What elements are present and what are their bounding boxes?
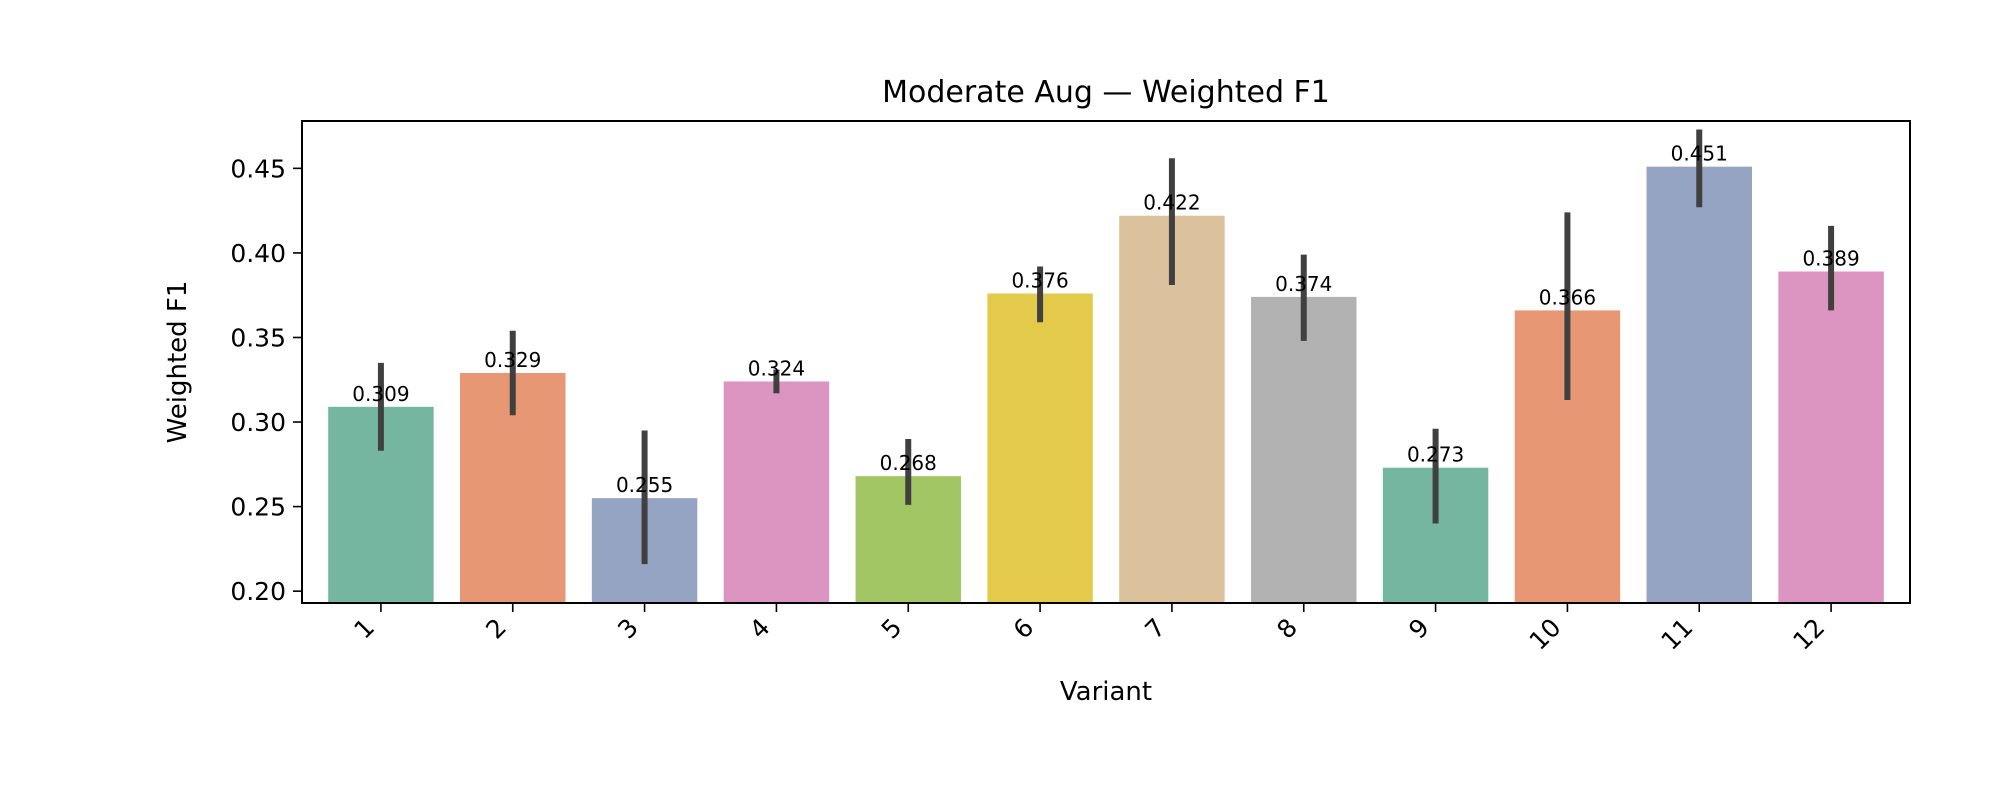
x-tick-label-6: 6 [1008,613,1040,645]
data-label-12: 0.389 [1802,247,1859,271]
y-tick-label-0.35: 0.35 [230,323,286,352]
x-axis: 1 2 3 4 5 6 7 8 9 10 11 12 [348,603,1832,656]
data-label-1: 0.309 [352,382,409,406]
data-label-11: 0.451 [1671,142,1728,166]
data-labels-layer: 0.309 0.329 0.255 0.324 0.268 0.376 0.422 0.374… [352,142,1859,497]
y-tick-label-0.40: 0.40 [230,239,286,268]
x-tick-label-7: 7 [1139,613,1171,645]
bar-6 [987,293,1093,603]
x-tick-label-4: 4 [744,613,776,645]
data-label-3: 0.255 [616,473,673,497]
x-tick-label-5: 5 [876,613,908,645]
x-tick-label-2: 2 [480,613,512,645]
error-bars-layer [377,129,1835,565]
x-tick-label-1: 1 [348,613,380,645]
data-label-6: 0.376 [1011,269,1068,293]
data-label-8: 0.374 [1275,272,1332,296]
data-label-4: 0.324 [748,356,805,380]
x-tick-label-11: 11 [1655,613,1698,656]
bar-11 [1646,166,1752,604]
x-axis-title: Variant [1060,677,1152,707]
x-tick-label-3: 3 [612,613,644,645]
data-label-7: 0.422 [1143,191,1200,215]
y-tick-label-0.25: 0.25 [230,493,286,522]
data-label-10: 0.366 [1539,285,1596,309]
data-label-5: 0.268 [880,451,937,475]
bar-8 [1251,296,1357,603]
x-tick-label-9: 9 [1403,613,1435,645]
bar-4 [723,381,830,603]
y-tick-label-0.20: 0.20 [230,577,286,606]
bar-12 [1778,271,1884,603]
x-tick-label-12: 12 [1787,613,1830,656]
data-label-9: 0.273 [1407,443,1464,467]
y-axis-title: Weighted F1 [163,281,193,444]
x-tick-label-10: 10 [1524,613,1567,656]
y-tick-label-0.45: 0.45 [230,154,286,183]
y-axis: 0.20 0.25 0.30 0.35 0.40 0.45 [230,154,302,606]
chart-title: Moderate Aug — Weighted F1 [882,75,1330,110]
bars-layer [328,166,1884,604]
x-tick-label-8: 8 [1271,613,1303,645]
data-label-2: 0.329 [484,348,541,372]
y-tick-label-0.30: 0.30 [230,408,286,437]
plot-frame [301,120,1911,604]
